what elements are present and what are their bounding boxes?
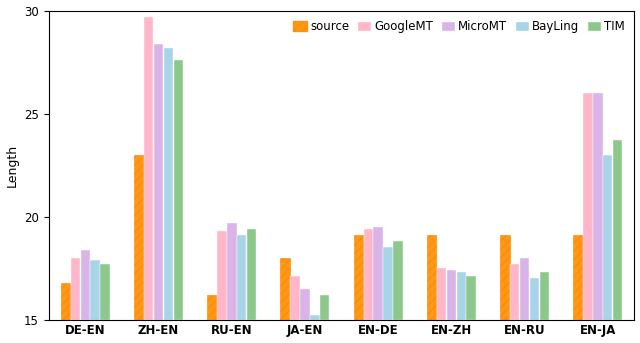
Bar	[520, 258, 529, 320]
Bar	[134, 155, 143, 320]
Bar	[510, 264, 520, 320]
Bar	[603, 155, 612, 320]
Bar	[593, 93, 603, 320]
Bar	[447, 270, 456, 320]
Bar	[456, 272, 466, 320]
Bar	[217, 231, 227, 320]
Bar	[320, 295, 330, 320]
Bar	[540, 272, 549, 320]
Bar	[247, 229, 256, 320]
Bar	[393, 241, 403, 320]
Bar	[500, 235, 509, 320]
Bar	[61, 283, 70, 320]
Y-axis label: Length: Length	[6, 143, 19, 187]
Bar	[237, 235, 246, 320]
Bar	[436, 268, 446, 320]
Bar	[154, 44, 163, 320]
Bar	[354, 235, 363, 320]
Bar	[613, 140, 622, 320]
Bar	[530, 279, 540, 320]
Bar	[373, 227, 383, 320]
Bar	[280, 258, 290, 320]
Bar	[207, 295, 217, 320]
Bar	[164, 48, 173, 320]
Bar	[427, 235, 436, 320]
Legend: source, GoogleMT, MicroMT, BayLing, TIM: source, GoogleMT, MicroMT, BayLing, TIM	[289, 16, 628, 37]
Bar	[173, 60, 183, 320]
Bar	[300, 289, 310, 320]
Bar	[81, 250, 90, 320]
Bar	[70, 258, 80, 320]
Bar	[573, 235, 583, 320]
Bar	[291, 276, 300, 320]
Bar	[100, 264, 110, 320]
Bar	[467, 276, 476, 320]
Bar	[90, 260, 100, 320]
Bar	[364, 229, 373, 320]
Bar	[383, 248, 393, 320]
Bar	[310, 316, 319, 320]
Bar	[144, 17, 154, 320]
Bar	[583, 93, 593, 320]
Bar	[227, 223, 237, 320]
